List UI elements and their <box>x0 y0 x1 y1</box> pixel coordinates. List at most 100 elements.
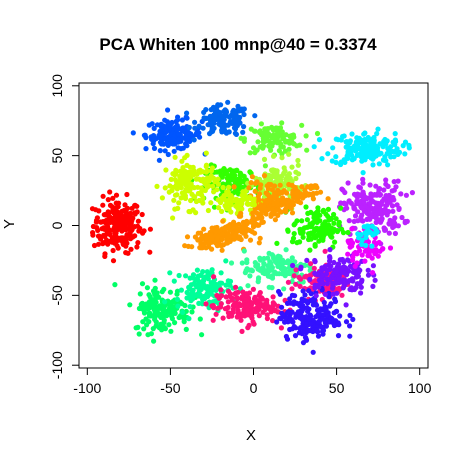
data-point <box>213 228 219 234</box>
data-point <box>166 189 172 195</box>
data-point <box>198 230 204 236</box>
data-point <box>234 167 240 173</box>
data-point <box>333 154 339 160</box>
y-tick-label: 50 <box>49 148 65 164</box>
data-point <box>167 270 173 276</box>
data-point <box>360 176 366 182</box>
data-point <box>267 274 273 280</box>
data-point <box>209 235 215 242</box>
data-point <box>365 267 371 273</box>
data-point <box>286 269 293 275</box>
data-point <box>326 276 333 282</box>
data-point <box>296 311 302 318</box>
data-point <box>233 284 239 290</box>
data-point <box>127 213 133 219</box>
data-point <box>266 143 272 149</box>
data-point <box>248 180 254 186</box>
data-point <box>218 172 224 178</box>
data-point <box>283 205 290 211</box>
data-point <box>285 279 291 285</box>
data-point <box>147 249 153 255</box>
data-point <box>249 218 255 224</box>
data-point <box>386 220 392 227</box>
data-point <box>167 307 173 313</box>
data-point <box>174 117 181 123</box>
data-point <box>241 173 247 179</box>
data-point <box>255 222 261 228</box>
data-point <box>297 283 303 289</box>
data-point <box>313 293 319 299</box>
data-point <box>183 179 189 185</box>
data-point <box>239 260 245 266</box>
data-point <box>200 296 206 302</box>
data-point <box>218 293 225 299</box>
data-point <box>365 272 372 278</box>
data-point <box>387 149 393 155</box>
data-point <box>331 211 337 218</box>
data-point <box>218 270 224 276</box>
data-point <box>259 219 265 225</box>
y-tick-label: 100 <box>49 74 65 98</box>
data-point <box>118 235 124 241</box>
data-point <box>314 130 321 137</box>
data-point <box>183 273 189 279</box>
data-point <box>321 232 327 238</box>
data-point <box>349 243 355 249</box>
data-point <box>165 140 171 146</box>
data-point <box>275 129 281 136</box>
data-point <box>307 247 313 253</box>
data-point <box>226 223 232 229</box>
data-point <box>194 267 200 273</box>
data-point <box>219 208 225 214</box>
data-point <box>161 309 168 315</box>
data-point <box>355 231 361 237</box>
data-point <box>257 255 263 261</box>
data-point <box>296 330 302 336</box>
data-point <box>219 247 225 253</box>
data-point <box>346 218 352 224</box>
data-point <box>196 130 202 136</box>
data-point <box>327 254 333 260</box>
data-point <box>250 210 256 216</box>
data-point <box>241 111 247 118</box>
data-point <box>390 224 396 230</box>
data-point <box>223 282 229 288</box>
data-point <box>362 194 368 200</box>
data-point <box>289 210 296 216</box>
data-point <box>327 247 333 253</box>
data-point <box>255 139 261 145</box>
data-point <box>253 180 259 186</box>
data-point <box>243 297 249 303</box>
data-point <box>254 147 260 153</box>
data-point <box>139 211 145 218</box>
data-point <box>365 134 371 141</box>
data-point <box>338 137 344 143</box>
data-point <box>391 179 397 185</box>
data-point <box>290 262 296 269</box>
data-point <box>316 311 322 317</box>
data-point <box>361 208 367 214</box>
data-point <box>249 300 255 306</box>
data-point <box>339 256 345 263</box>
data-point <box>295 157 301 164</box>
data-point <box>110 258 117 264</box>
data-point <box>172 310 178 316</box>
data-point <box>156 157 162 163</box>
data-point <box>371 145 377 151</box>
data-point <box>297 239 303 245</box>
data-point <box>101 240 107 246</box>
data-point <box>210 287 216 293</box>
data-point <box>257 235 263 241</box>
data-point <box>325 206 331 212</box>
data-point <box>395 151 401 157</box>
data-point <box>231 107 237 113</box>
data-point <box>213 311 219 317</box>
data-point <box>353 284 359 291</box>
data-point <box>382 136 388 143</box>
data-point <box>390 208 396 214</box>
data-point <box>351 191 358 197</box>
data-point <box>345 229 351 236</box>
data-point <box>402 151 408 157</box>
data-point <box>355 137 361 143</box>
